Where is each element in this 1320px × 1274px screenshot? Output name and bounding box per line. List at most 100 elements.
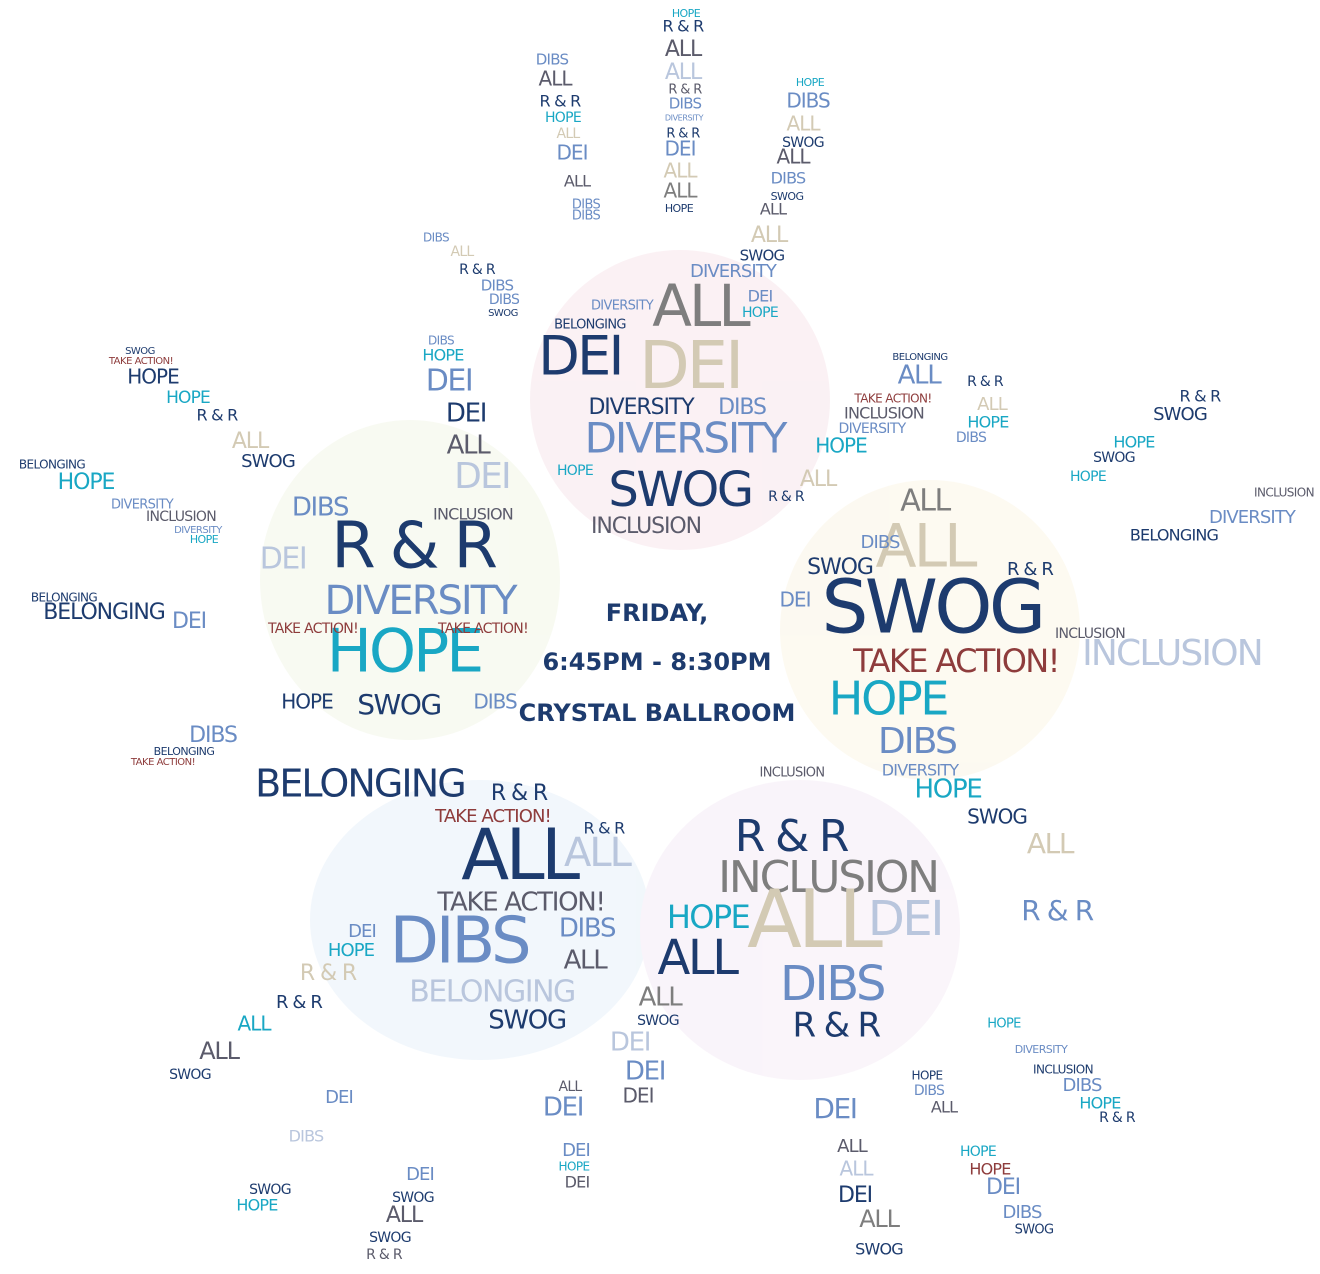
cloud-word: INCLUSION bbox=[844, 404, 924, 423]
cloud-word: HOPE bbox=[58, 470, 115, 495]
cloud-word: HOPE bbox=[281, 690, 333, 714]
cloud-word: HOPE bbox=[557, 463, 593, 479]
cloud-word: SWOG bbox=[369, 1230, 411, 1246]
cloud-word: ALL bbox=[199, 1037, 240, 1065]
cloud-word: INCLUSION bbox=[591, 514, 701, 539]
cloud-word: HOPE bbox=[987, 1017, 1021, 1032]
word-cloud: HOPER & RALLALLR & RDIBSDIVERSITYR & RDE… bbox=[19, 7, 1314, 1263]
cloud-word: DIBS bbox=[289, 1127, 324, 1146]
cloud-word: ALL bbox=[898, 361, 943, 391]
cloud-word: DEI bbox=[639, 327, 741, 404]
cloud-word: ALL bbox=[639, 983, 684, 1013]
cloud-word: R & R bbox=[1099, 1110, 1136, 1126]
cloud-word: HOPE bbox=[915, 775, 982, 805]
cloud-word: DEI bbox=[986, 1175, 1020, 1200]
cloud-word: DEI bbox=[625, 1057, 665, 1087]
cloud-word: ALL bbox=[837, 1136, 868, 1157]
cloud-word: BELONGING bbox=[255, 762, 465, 806]
cloud-word: DIBS bbox=[559, 914, 616, 944]
cloud-word: DEI bbox=[348, 921, 376, 942]
cloud-word: HOPE bbox=[815, 434, 867, 458]
cloud-word: HOPE bbox=[912, 1069, 943, 1083]
event-day: FRIDAY, bbox=[606, 599, 709, 627]
cloud-word: DEI bbox=[325, 1087, 353, 1108]
cloud-word: DIVERSITY bbox=[665, 114, 704, 123]
cloud-word: R & R bbox=[663, 17, 705, 36]
cloud-word: R & R bbox=[1021, 894, 1093, 927]
cloud-word: R & R bbox=[366, 1247, 403, 1263]
cloud-word: DIBS bbox=[423, 231, 449, 245]
cloud-word: SWOG bbox=[1153, 404, 1207, 425]
cloud-word: ALL bbox=[787, 112, 822, 136]
cloud-word: DEI bbox=[446, 399, 486, 429]
cloud-word: DIBS bbox=[878, 721, 956, 762]
cloud-word: DEI bbox=[538, 325, 622, 388]
cloud-word: DIBS bbox=[1002, 1202, 1042, 1223]
cloud-word: ALL bbox=[800, 467, 838, 492]
cloud-word: DEI bbox=[610, 1028, 650, 1058]
cloud-word: R & R bbox=[793, 1006, 881, 1046]
cloud-word: DEI bbox=[406, 1164, 434, 1185]
cloud-word: HOPE bbox=[236, 1196, 278, 1215]
event-time: 6:45PM - 8:30PM bbox=[542, 648, 771, 676]
cloud-word: HOPE bbox=[545, 110, 581, 126]
cloud-word: HOPE bbox=[960, 1144, 996, 1160]
cloud-word: DIBS bbox=[860, 532, 900, 553]
cloud-word: DIBS bbox=[489, 292, 520, 308]
cloud-word: HOPE bbox=[190, 533, 219, 546]
cloud-word: R & R bbox=[276, 992, 322, 1013]
cloud-word: HOPE bbox=[1070, 469, 1106, 485]
cloud-word: SWOG bbox=[1093, 450, 1135, 466]
cloud-word: DIBS bbox=[780, 956, 884, 1012]
cloud-word: DIVERSITY bbox=[839, 421, 907, 437]
cloud-word: R & R bbox=[197, 406, 239, 425]
cloud-word: DIBS bbox=[473, 690, 517, 714]
cloud-word: ALL bbox=[461, 814, 580, 896]
cloud-word: R & R bbox=[331, 510, 496, 584]
cloud-word: INCLUSION bbox=[760, 766, 825, 781]
cloud-word: BELONGING bbox=[43, 600, 164, 625]
cloud-word: R & R bbox=[1180, 387, 1222, 406]
cloud-word: R & R bbox=[1007, 559, 1053, 580]
cloud-word: HOPE bbox=[559, 1160, 590, 1174]
cloud-word: ALL bbox=[564, 830, 633, 876]
cloud-word: SWOG bbox=[1015, 1223, 1054, 1238]
cloud-word: SWOG bbox=[855, 1240, 903, 1259]
cloud-word: DEI bbox=[172, 609, 206, 634]
cloud-word: DEI bbox=[623, 1084, 654, 1108]
cloud-word: SWOG bbox=[967, 805, 1027, 829]
event-location: CRYSTAL BALLROOM bbox=[519, 699, 796, 727]
cloud-word: ALL bbox=[238, 1012, 273, 1036]
cloud-word: HOPE bbox=[829, 672, 948, 726]
cloud-word: BELONGING bbox=[409, 975, 575, 1010]
cloud-word: DIBS bbox=[956, 430, 987, 446]
cloud-word: HOPE bbox=[967, 413, 1009, 432]
cloud-word: HOPE bbox=[328, 940, 375, 961]
cloud-word: SWOG bbox=[357, 688, 441, 721]
cloud-word: INCLUSION bbox=[1055, 626, 1125, 642]
cloud-word: R & R bbox=[540, 92, 582, 111]
cloud-word: R & R bbox=[768, 489, 805, 505]
cloud-word: TAKE ACTION! bbox=[130, 757, 195, 768]
cloud-word: DIVERSITY bbox=[585, 414, 788, 463]
cloud-word: DIVERSITY bbox=[591, 299, 654, 314]
cloud-word: ALL bbox=[564, 172, 591, 191]
cloud-word: DEI bbox=[260, 542, 306, 577]
cloud-word: HOPE bbox=[127, 365, 179, 389]
cloud-word: DEI bbox=[813, 1092, 856, 1125]
cloud-word: HOPE bbox=[1113, 433, 1155, 452]
cloud-word: ALL bbox=[840, 1157, 875, 1181]
cloud-word: ALL bbox=[664, 179, 699, 203]
cloud-word: ALL bbox=[931, 1098, 958, 1117]
cloud-word: ALL bbox=[450, 244, 474, 260]
cloud-word: ALL bbox=[777, 145, 812, 169]
cloud-word: SWOG bbox=[488, 1006, 566, 1036]
cloud-word: ALL bbox=[564, 946, 609, 976]
cloud-word: INCLUSION bbox=[146, 509, 216, 525]
cloud-word: DIBS bbox=[786, 89, 830, 113]
cloud-word: INCLUSION bbox=[1254, 486, 1314, 500]
cloud-word: DEI bbox=[565, 1173, 590, 1192]
cloud-word: DEI bbox=[426, 364, 472, 399]
cloud-word: ALL bbox=[760, 200, 787, 219]
cloud-word: SWOG bbox=[488, 308, 518, 319]
